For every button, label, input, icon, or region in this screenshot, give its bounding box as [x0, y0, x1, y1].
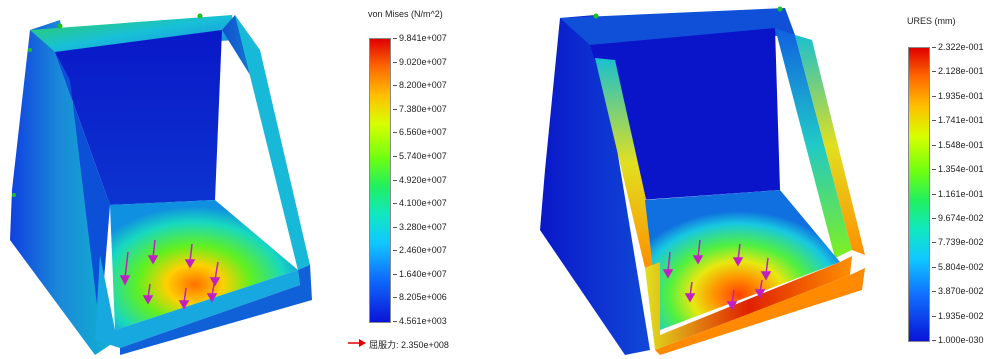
tick-label: 1.935e-002	[932, 310, 984, 321]
tick-label: 2.322e-001	[932, 42, 984, 52]
tick-label: 6.560e+007	[393, 127, 447, 138]
tick-label: 1.354e-001	[932, 164, 984, 175]
tick-label: 4.920e+007	[393, 174, 447, 185]
tick-label: 5.740e+007	[393, 150, 447, 161]
tick-label: 9.020e+007	[393, 56, 447, 67]
tick-label: 9.841e+007	[393, 33, 447, 43]
tick-label: 7.739e-002	[932, 237, 984, 248]
tick-label: 1.935e-001	[932, 90, 984, 101]
tick-label: 2.460e+007	[393, 245, 447, 256]
yield-label-text: 屈服力:	[369, 340, 399, 350]
tick-label: 1.000e-030	[932, 335, 984, 345]
tick-label: 1.741e-001	[932, 115, 984, 126]
tick-label: 9.674e-002	[932, 212, 984, 223]
tick-label: 8.205e+006	[393, 292, 447, 303]
stress-model-render	[10, 13, 312, 355]
tick-label: 3.870e-002	[932, 286, 984, 297]
stress-legend-title: von Mises (N/m^2)	[368, 9, 443, 19]
displacement-model-render	[540, 6, 865, 355]
tick-label: 8.200e+007	[393, 80, 447, 91]
yield-strength-label: 屈服力: 2.350e+008	[369, 338, 449, 351]
tick-label: 4.561e+003	[393, 316, 447, 326]
tick-label: 7.380e+007	[393, 103, 447, 114]
yield-value-text: 2.350e+008	[401, 340, 449, 350]
displacement-colorbar	[908, 47, 930, 342]
stress-colorbar	[369, 38, 391, 323]
load-arrows	[662, 239, 772, 311]
stress-plot-panel: von Mises (N/m^2) 9.841e+007 9.020e+007 8.…	[0, 0, 460, 359]
tick-label: 3.280e+007	[393, 221, 447, 232]
displacement-legend-title: URES (mm)	[907, 16, 956, 26]
tick-label: 1.161e-001	[932, 188, 984, 199]
displacement-plot-panel: URES (mm) 2.322e-001 2.128e-001 1.935e-001…	[500, 0, 996, 359]
tick-label: 2.128e-001	[932, 66, 984, 77]
tick-label: 4.100e+007	[393, 198, 447, 209]
load-arrows	[119, 239, 221, 310]
tick-label: 5.804e-002	[932, 261, 984, 272]
yield-arrow-icon	[348, 339, 366, 347]
tick-label: 1.640e+007	[393, 268, 447, 279]
tick-label: 1.548e-001	[932, 139, 984, 150]
